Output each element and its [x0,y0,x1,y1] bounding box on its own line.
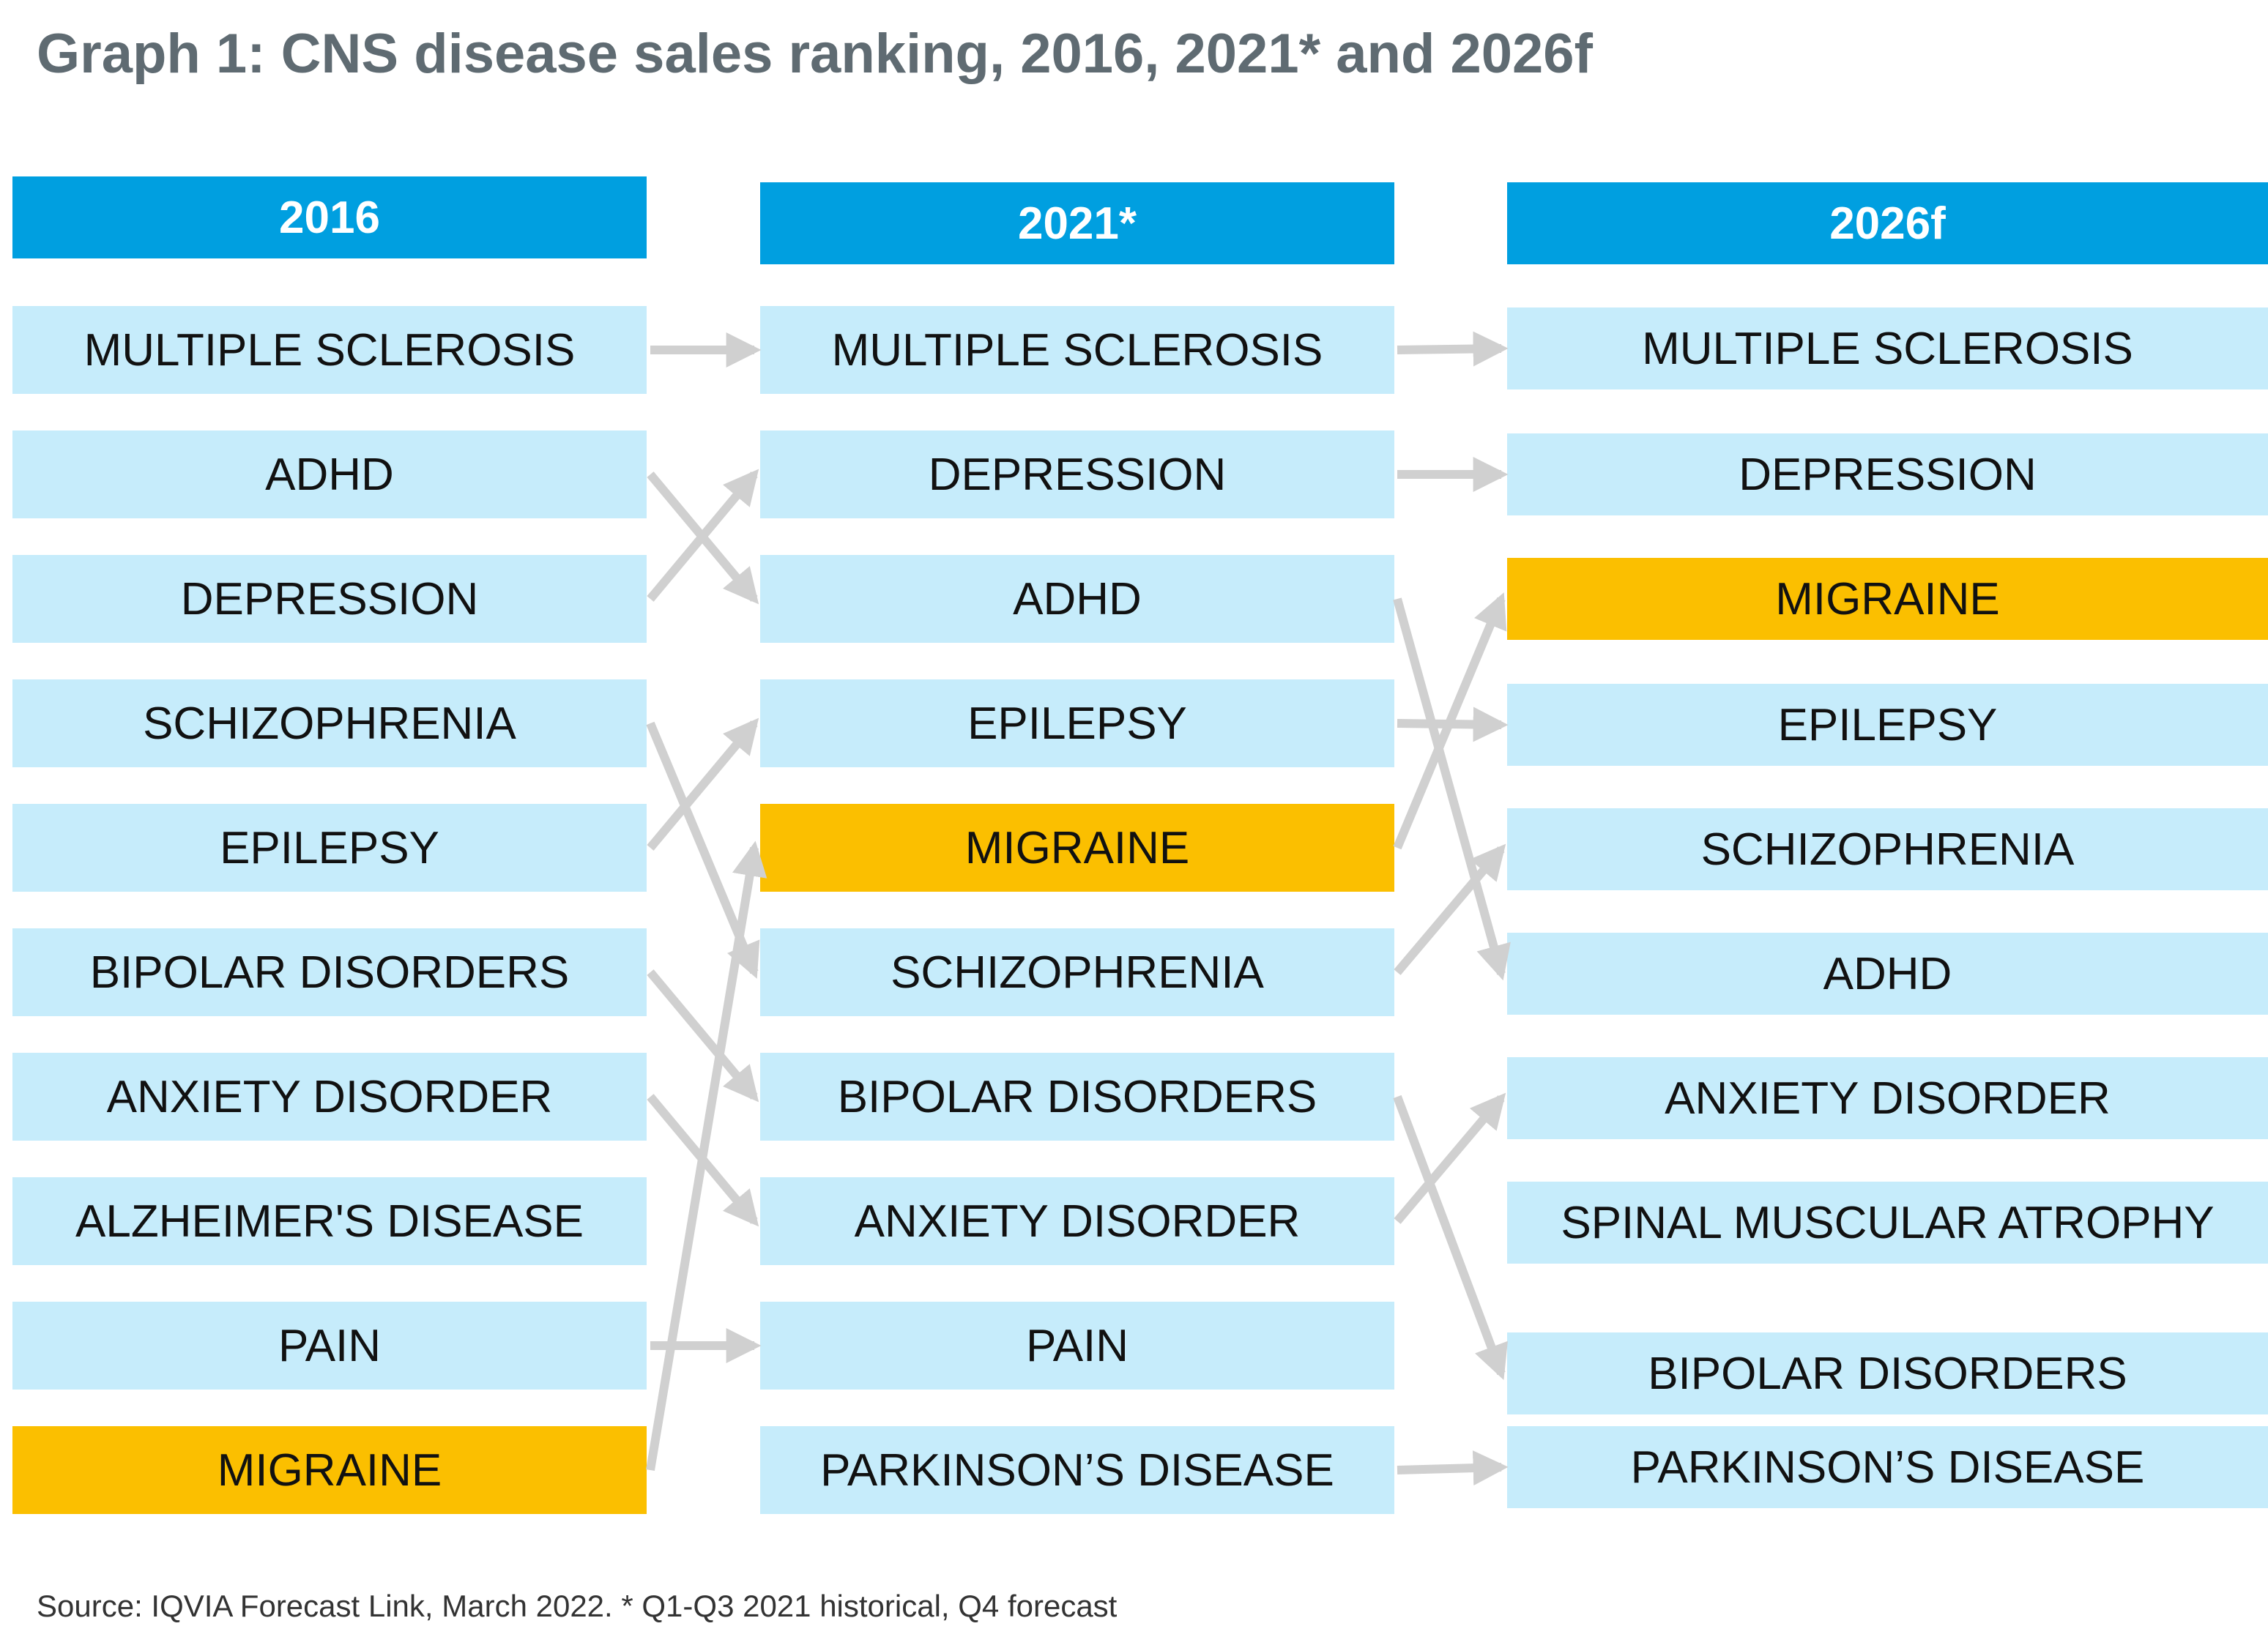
rank-2021-item: ANXIETY DISORDER [760,1177,1394,1265]
rank-2026-item: DEPRESSION [1507,433,2268,515]
rank-2021-item-highlighted: MIGRAINE [760,804,1394,892]
arrow-2021-to-2026 [1393,592,1507,850]
column-header-2026f: 2026f [1507,182,2268,264]
rank-2021-item: ADHD [760,555,1394,643]
rank-2016-item: ALZHEIMER'S DISEASE [12,1177,647,1265]
rank-2026-item: EPILEPSY [1507,684,2268,766]
rank-2021-item: SCHIZOPHRENIA [760,928,1394,1016]
arrow-2021-to-2026 [1393,1095,1508,1380]
arrow-2016-to-2021 [647,717,759,851]
rank-2021-item: PAIN [760,1302,1394,1390]
arrow-2021-to-2026 [1397,1450,1509,1486]
rank-2021-item: BIPOLAR DISORDERS [760,1053,1394,1141]
arrow-2016-to-2021 [647,469,759,602]
rank-2026-item: PARKINSON’S DISEASE [1507,1426,2268,1508]
arrow-2021-to-2026 [1397,331,1509,367]
rank-2016-item-highlighted: MIGRAINE [12,1426,647,1514]
rank-2026-item: BIPOLAR DISORDERS [1507,1332,2268,1414]
rank-2016-item: SCHIZOPHRENIA [12,679,647,767]
rank-2026-item: SPINAL MUSCULAR ATROPHY [1507,1182,2268,1264]
arrow-2021-to-2026 [1394,843,1506,975]
rank-2021-item: MULTIPLE SCLEROSIS [760,306,1394,394]
rank-2021-item: PARKINSON’S DISEASE [760,1426,1394,1514]
rank-2026-item: ANXIETY DISORDER [1507,1057,2268,1139]
rank-2016-item: PAIN [12,1302,647,1390]
chart-title: Graph 1: CNS disease sales ranking, 2016… [37,23,1593,85]
rank-2026-item: ADHD [1507,933,2268,1015]
source-note: Source: IQVIA Forecast Link, March 2022.… [37,1589,1118,1623]
rank-2016-item: ADHD [12,430,647,518]
rank-2026-item: MULTIPLE SCLEROSIS [1507,307,2268,389]
arrow-2016-to-2021 [646,840,767,1471]
arrow-2016-to-2021 [647,969,759,1103]
rank-2016-item: EPILEPSY [12,804,647,892]
column-header-2016: 2016 [12,176,647,258]
rank-2026-item: SCHIZOPHRENIA [1507,808,2268,890]
rank-2016-item: MULTIPLE SCLEROSIS [12,306,647,394]
rank-2016-item: BIPOLAR DISORDERS [12,928,647,1016]
column-header-2021: 2021* [760,182,1394,264]
arrow-2021-to-2026 [1394,1092,1506,1224]
rank-2016-item: DEPRESSION [12,555,647,643]
rank-2021-item: EPILEPSY [760,679,1394,767]
rank-2016-item: ANXIETY DISORDER [12,1053,647,1141]
arrow-2021-to-2026 [1393,597,1511,981]
rank-2021-item: DEPRESSION [760,430,1394,518]
rank-2026-item-highlighted: MIGRAINE [1507,558,2268,640]
